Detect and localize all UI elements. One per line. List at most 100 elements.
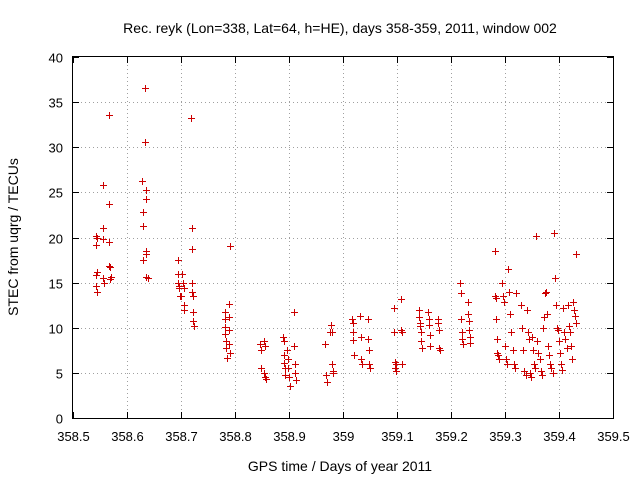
data-point <box>140 223 147 230</box>
data-point <box>190 309 197 316</box>
data-point <box>573 320 580 327</box>
data-point <box>458 290 465 297</box>
data-point <box>416 314 423 321</box>
data-point <box>189 289 196 296</box>
data-point <box>530 347 537 354</box>
data-point <box>556 338 563 345</box>
data-point <box>222 316 229 323</box>
data-point <box>465 311 472 318</box>
data-point <box>285 365 292 372</box>
data-point <box>427 343 434 350</box>
data-point <box>106 239 113 246</box>
data-point <box>513 290 520 297</box>
data-point <box>571 307 578 314</box>
data-point <box>140 209 147 216</box>
data-point <box>262 343 269 350</box>
data-point <box>427 332 434 339</box>
data-point <box>518 302 525 309</box>
data-point <box>546 352 553 359</box>
axis-ticks <box>73 57 614 419</box>
y-tick-label: 5 <box>56 367 63 382</box>
data-point <box>565 302 572 309</box>
data-point <box>426 316 433 323</box>
data-point <box>493 295 500 302</box>
data-point <box>493 316 500 323</box>
data-point <box>357 313 364 320</box>
x-tick-label: 359.3 <box>489 429 522 444</box>
x-tick-label: 358.5 <box>57 429 90 444</box>
data-point <box>572 313 579 320</box>
y-tick-label: 40 <box>49 51 63 66</box>
data-point <box>524 307 531 314</box>
data-point <box>544 311 551 318</box>
data-point <box>459 329 466 336</box>
data-point <box>108 274 115 281</box>
data-point <box>532 365 539 372</box>
data-point <box>281 360 288 367</box>
data-point <box>535 350 542 357</box>
data-point <box>500 293 507 300</box>
grid-lines <box>73 57 613 418</box>
data-point <box>94 289 101 296</box>
x-tick-label: 359.5 <box>597 429 630 444</box>
data-point <box>143 196 150 203</box>
data-point <box>570 299 577 306</box>
data-point <box>552 275 559 282</box>
data-point <box>261 370 268 377</box>
data-point <box>100 236 107 243</box>
data-point <box>222 309 229 316</box>
data-point <box>391 305 398 312</box>
data-point <box>94 269 101 276</box>
data-point <box>358 356 365 363</box>
data-point <box>510 347 517 354</box>
data-point <box>519 325 526 332</box>
data-point <box>573 251 580 258</box>
data-point <box>527 370 534 377</box>
data-point <box>100 225 107 232</box>
data-point <box>494 336 501 343</box>
data-point <box>222 331 229 338</box>
data-point <box>437 347 444 354</box>
data-point <box>393 361 400 368</box>
data-point <box>561 329 568 336</box>
data-point <box>93 242 100 249</box>
data-point <box>531 361 538 368</box>
x-tick-labels: 358.5 358.6 358.7 358.8 358.9 359 359.1 359.2 35… <box>57 429 630 444</box>
data-point <box>257 341 264 348</box>
data-point <box>564 345 571 352</box>
data-point <box>145 275 152 282</box>
data-point <box>106 263 113 270</box>
data-point <box>569 356 576 363</box>
data-point <box>528 374 535 381</box>
x-tick-label: 358.7 <box>165 429 198 444</box>
plot-frame <box>72 56 614 419</box>
data-point <box>322 341 329 348</box>
data-point <box>178 293 185 300</box>
x-tick-label: 359.1 <box>381 429 414 444</box>
data-point <box>436 327 443 334</box>
x-tick-label: 359.2 <box>435 429 468 444</box>
data-point <box>222 324 229 331</box>
data-point <box>226 301 233 308</box>
data-point <box>495 352 502 359</box>
data-point <box>139 178 146 185</box>
data-point <box>261 338 268 345</box>
data-point <box>291 309 298 316</box>
data-point <box>562 336 569 343</box>
data-point <box>566 323 573 330</box>
data-point <box>349 316 356 323</box>
data-point <box>281 338 288 345</box>
data-point <box>175 257 182 264</box>
data-point <box>543 289 550 296</box>
data-point <box>189 225 196 232</box>
data-points <box>93 85 580 390</box>
y-tick-label: 30 <box>49 141 63 156</box>
data-point <box>226 314 233 321</box>
data-point <box>523 372 530 379</box>
data-point <box>392 365 399 372</box>
y-tick-label: 25 <box>49 186 63 201</box>
data-point <box>511 361 518 368</box>
data-point <box>329 329 336 336</box>
data-point <box>525 329 532 336</box>
